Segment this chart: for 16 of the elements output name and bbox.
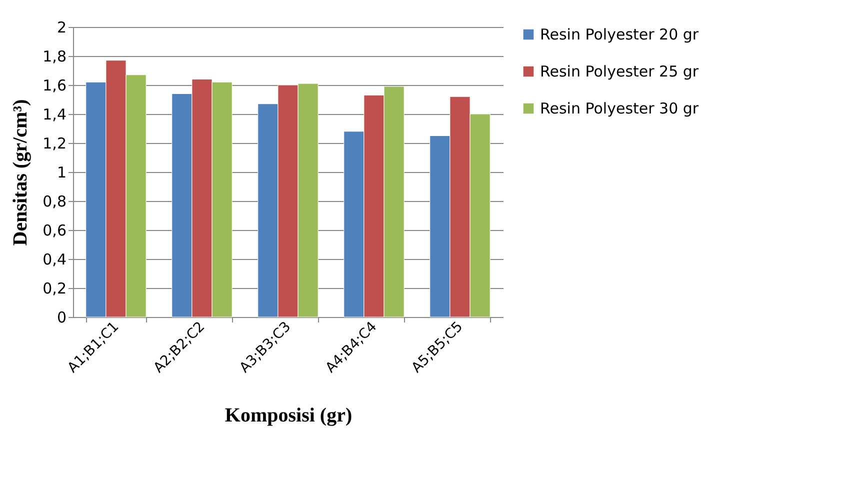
y-tick-label: 0,4 bbox=[42, 250, 66, 268]
y-tick-label: 1,6 bbox=[42, 76, 66, 94]
y-tick-label: 1,8 bbox=[42, 48, 66, 66]
y-tick-label: 2 bbox=[56, 18, 66, 36]
y-tick-label: 0,6 bbox=[42, 222, 66, 240]
y-axis-title: Densitas (gr/cm³) bbox=[10, 99, 32, 246]
legend-label: Resin Polyester 25 gr bbox=[540, 62, 700, 80]
x-axis-title: Komposisi (gr) bbox=[224, 404, 352, 426]
y-tick-label: 0,8 bbox=[42, 192, 66, 210]
legend-label: Resin Polyester 20 gr bbox=[540, 26, 700, 44]
y-tick-label: 1 bbox=[56, 164, 66, 182]
y-tick-label: 0,2 bbox=[42, 280, 66, 298]
legend-label: Resin Polyester 30 gr bbox=[540, 100, 700, 118]
y-tick-label: 1,4 bbox=[42, 106, 66, 124]
y-tick-label: 0 bbox=[56, 308, 66, 326]
y-tick-label: 1,2 bbox=[42, 134, 66, 152]
